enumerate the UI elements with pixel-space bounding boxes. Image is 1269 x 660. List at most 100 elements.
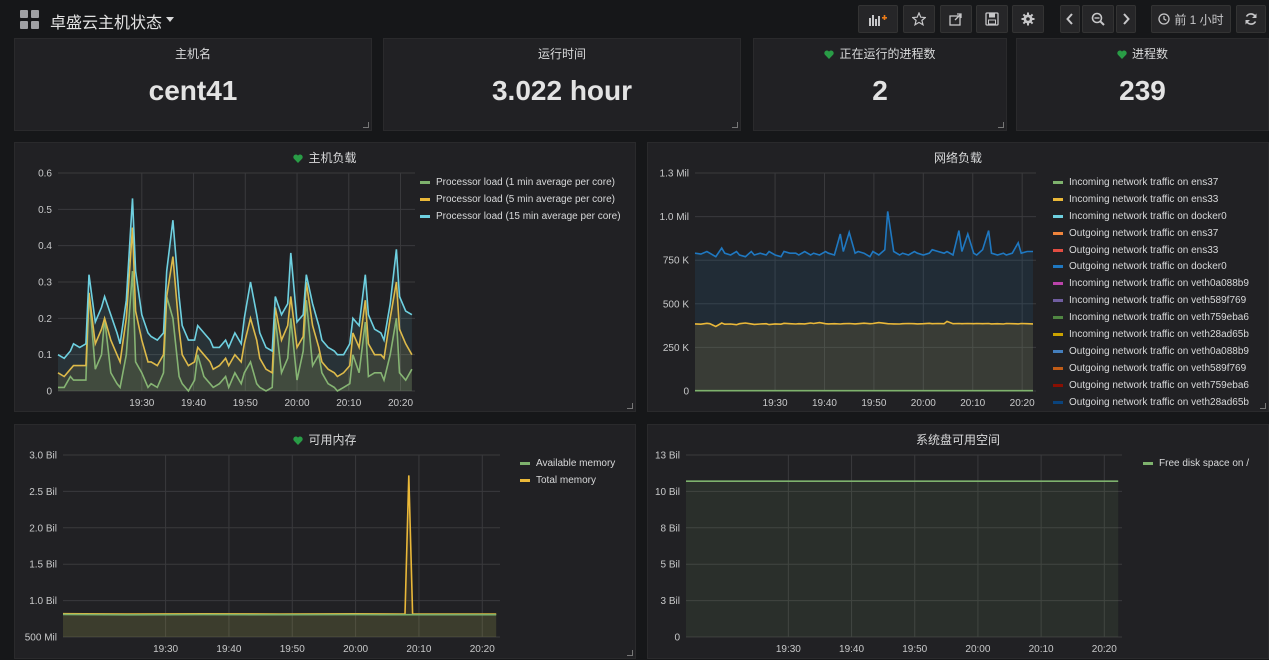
legend-item[interactable]: Outgoing network traffic on veth28ad65b <box>1053 394 1249 411</box>
x-tick-label: 20:00 <box>911 398 936 409</box>
save-button[interactable] <box>976 5 1008 33</box>
settings-icon <box>1021 12 1035 26</box>
stat-panel-running-processes: 正在运行的进程数 2 <box>753 38 1007 131</box>
legend-label: Outgoing network traffic on veth0a088b9 <box>1069 346 1249 357</box>
legend-swatch <box>1053 401 1063 404</box>
legend-swatch <box>1053 181 1063 184</box>
legend-label: Available memory <box>536 458 615 469</box>
x-tick-label: 19:30 <box>129 398 154 409</box>
stat-panel-uptime: 运行时间 3.022 hour <box>383 38 741 131</box>
x-tick-label: 19:30 <box>153 644 178 655</box>
legend-label: Incoming network traffic on veth589f769 <box>1069 295 1246 306</box>
resize-handle[interactable] <box>1260 403 1266 409</box>
legend-swatch <box>1053 333 1063 336</box>
x-tick-label: 20:10 <box>1029 644 1054 655</box>
zoom-out-button[interactable] <box>1082 5 1114 33</box>
y-tick-label: 1.5 Bil <box>29 560 57 571</box>
resize-handle[interactable] <box>998 122 1004 128</box>
legend-swatch <box>1053 198 1063 201</box>
series-area <box>695 321 1033 391</box>
legend-item[interactable]: Total memory <box>520 472 615 489</box>
legend-item[interactable]: Available memory <box>520 455 615 472</box>
legend-swatch <box>1053 316 1063 319</box>
y-tick-label: 0.3 <box>38 278 52 289</box>
legend-swatch <box>1053 350 1063 353</box>
legend-item[interactable]: Processor load (15 min average per core) <box>420 208 621 225</box>
save-icon <box>985 12 999 26</box>
time-range-picker[interactable]: 前 1 小时 <box>1151 5 1231 33</box>
x-tick-label: 19:50 <box>233 398 258 409</box>
y-tick-label: 250 K <box>663 343 689 354</box>
dashboard-title[interactable]: 卓盛云主机状态 <box>50 9 162 33</box>
legend-label: Incoming network traffic on veth759eba6 <box>1069 312 1249 323</box>
resize-handle[interactable] <box>627 650 633 656</box>
legend-label: Incoming network traffic on ens33 <box>1069 194 1218 205</box>
chart-legend: Incoming network traffic on ens37 Incomin… <box>1053 174 1249 410</box>
x-tick-label: 19:40 <box>216 644 241 655</box>
series-area <box>686 481 1118 637</box>
x-tick-label: 19:40 <box>812 398 837 409</box>
legend-item[interactable]: Outgoing network traffic on docker0 <box>1053 258 1249 275</box>
legend-item[interactable]: Outgoing network traffic on veth589f769 <box>1053 360 1249 377</box>
star-button[interactable] <box>903 5 935 33</box>
legend-swatch <box>1053 232 1063 235</box>
resize-handle[interactable] <box>363 122 369 128</box>
legend-swatch <box>1053 215 1063 218</box>
legend-item[interactable]: Incoming network traffic on veth589f769 <box>1053 292 1249 309</box>
legend-item[interactable]: Incoming network traffic on ens37 <box>1053 174 1249 191</box>
legend-item[interactable]: Incoming network traffic on veth759eba6 <box>1053 309 1249 326</box>
legend-item[interactable]: Incoming network traffic on docker0 <box>1053 208 1249 225</box>
x-tick-label: 20:10 <box>960 398 985 409</box>
settings-button[interactable] <box>1012 5 1044 33</box>
legend-label: Outgoing network traffic on docker0 <box>1069 261 1227 272</box>
y-tick-label: 3 Bil <box>661 596 680 607</box>
legend-label: Free disk space on / <box>1159 458 1249 469</box>
legend-item[interactable]: Outgoing network traffic on ens37 <box>1053 225 1249 242</box>
legend-item[interactable]: Free disk space on / <box>1143 455 1249 472</box>
stat-value: 3.022 hour <box>384 75 740 107</box>
x-tick-label: 20:20 <box>388 398 413 409</box>
legend-swatch <box>420 215 430 218</box>
add-panel-icon <box>868 12 888 26</box>
legend-item[interactable]: Incoming network traffic on veth0a088b9 <box>1053 275 1249 292</box>
share-button[interactable] <box>940 5 972 33</box>
dashboard-grid-icon[interactable] <box>20 10 40 30</box>
share-icon <box>949 12 963 26</box>
clock-icon <box>1158 13 1170 25</box>
resize-handle[interactable] <box>627 403 633 409</box>
legend-item[interactable]: Incoming network traffic on veth28ad65b <box>1053 326 1249 343</box>
heart-icon <box>824 50 834 59</box>
y-tick-label: 13 Bil <box>655 451 680 462</box>
series-line <box>63 475 496 614</box>
stat-label-text: 正在运行的进程数 <box>839 47 935 61</box>
legend-label: Outgoing network traffic on veth759eba6 <box>1069 380 1249 391</box>
time-forward-button[interactable] <box>1116 5 1136 33</box>
legend-item[interactable]: Incoming network traffic on ens33 <box>1053 191 1249 208</box>
x-tick-label: 19:40 <box>839 644 864 655</box>
legend-item[interactable]: Processor load (5 min average per core) <box>420 191 621 208</box>
legend-item[interactable]: Outgoing network traffic on ens33 <box>1053 242 1249 259</box>
legend-swatch <box>1053 299 1063 302</box>
x-tick-label: 19:30 <box>776 644 801 655</box>
y-tick-label: 0.2 <box>38 314 52 325</box>
legend-item[interactable]: Processor load (1 min average per core) <box>420 174 621 191</box>
legend-swatch <box>1053 249 1063 252</box>
add-panel-button[interactable] <box>858 5 898 33</box>
refresh-button[interactable] <box>1236 5 1266 33</box>
chevron-down-icon[interactable] <box>166 17 174 22</box>
legend-swatch <box>420 181 430 184</box>
legend-item[interactable]: Outgoing network traffic on veth759eba6 <box>1053 377 1249 394</box>
x-tick-label: 20:10 <box>406 644 431 655</box>
heart-icon <box>1117 50 1127 59</box>
x-tick-label: 19:40 <box>181 398 206 409</box>
resize-handle[interactable] <box>732 122 738 128</box>
legend-item[interactable]: Outgoing network traffic on veth0a088b9 <box>1053 343 1249 360</box>
time-back-button[interactable] <box>1060 5 1080 33</box>
